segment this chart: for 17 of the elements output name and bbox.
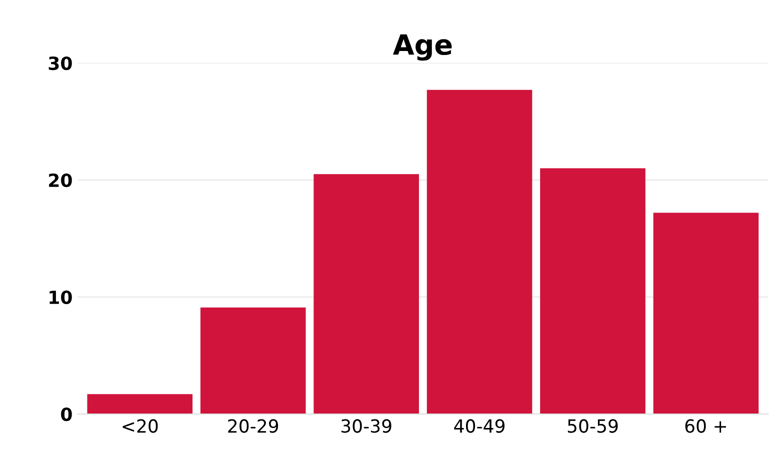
- bar: [87, 394, 193, 414]
- x-tick-label: 20-29: [228, 419, 278, 433]
- x-tick-label: <20: [122, 419, 158, 433]
- bar: [653, 212, 759, 414]
- bar: [200, 308, 306, 414]
- chart-title: Age: [392, 34, 452, 61]
- x-tick-label: 40-49: [454, 419, 504, 433]
- x-tick-label: 30-39: [341, 419, 392, 433]
- bar: [540, 168, 646, 414]
- y-tick-label: 30: [48, 56, 72, 70]
- y-tick-label: 20: [49, 173, 72, 188]
- x-tick-label: 60 +: [685, 419, 726, 433]
- bar: [314, 174, 419, 414]
- y-tick-label: 0: [61, 407, 72, 422]
- y-tick-label: 10: [50, 290, 72, 304]
- x-tick-label: 50-59: [568, 419, 618, 433]
- bar: [426, 90, 532, 414]
